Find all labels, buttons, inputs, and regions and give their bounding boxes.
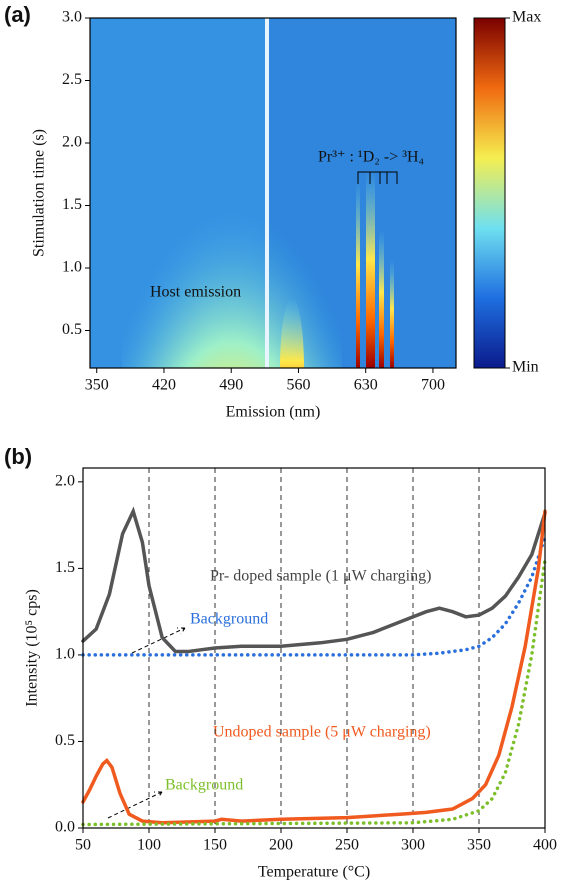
- series-line: [81, 535, 547, 657]
- y-tick-label: 1.0: [62, 259, 82, 276]
- annotation: Background: [165, 777, 243, 794]
- colorbar: [473, 17, 506, 369]
- arrow: [107, 791, 163, 819]
- plot-frame: [82, 467, 546, 829]
- colorbar-label: Max: [512, 9, 541, 26]
- x-tick-label: 700: [421, 377, 445, 394]
- annotation: Undoped sample (5 μW charging): [213, 724, 431, 741]
- x-tick-label: 250: [335, 837, 359, 854]
- colorbar-label: Min: [512, 359, 539, 376]
- y-tick-label: 0.0: [55, 819, 75, 836]
- x-tick-label: 630: [354, 377, 378, 394]
- x-tick-label: 350: [85, 377, 109, 394]
- series-line: [81, 509, 547, 825]
- y-tick-label: 1.5: [62, 196, 82, 213]
- x-tick-label: 200: [269, 837, 293, 854]
- y-tick-label: 1.5: [55, 559, 75, 576]
- x-tick-label: 400: [533, 837, 557, 854]
- x-axis-label: Temperature (°C): [258, 864, 370, 881]
- y-tick-label: 0.5: [62, 321, 82, 338]
- panel-label: (a): [4, 2, 31, 27]
- annotation: Pr- doped sample (1 μW charging): [210, 568, 431, 585]
- panel-label: (b): [4, 444, 32, 469]
- bracket: [357, 171, 398, 184]
- y-tick-label: 2.0: [62, 134, 82, 151]
- heatmap-image: [90, 18, 456, 368]
- series-line: [81, 506, 547, 654]
- series-line: [81, 557, 547, 827]
- x-tick-label: 490: [219, 377, 243, 394]
- x-tick-label: 560: [286, 377, 310, 394]
- arrow: [131, 627, 186, 654]
- x-tick-label: 150: [203, 837, 227, 854]
- plot-frame: [89, 17, 457, 369]
- y-axis-label: Stimulation time (s): [31, 129, 48, 257]
- x-tick-label: 50: [75, 837, 91, 854]
- y-tick-label: 3.0: [62, 9, 82, 26]
- y-tick-label: 0.5: [55, 732, 75, 749]
- y-tick-label: 2.5: [62, 71, 82, 88]
- y-tick-label: 1.0: [55, 646, 75, 663]
- annotation: Pr³⁺ : ¹D₂ -> ³H₄: [318, 149, 425, 166]
- y-tick-label: 2.0: [55, 473, 75, 490]
- annotation: Background: [190, 611, 268, 628]
- x-tick-label: 300: [401, 837, 425, 854]
- annotation: Host emission: [150, 284, 241, 301]
- y-axis-label: Intensity (10⁵ cps): [24, 589, 41, 707]
- x-axis-label: Emission (nm): [226, 404, 321, 421]
- x-tick-label: 420: [152, 377, 176, 394]
- x-tick-label: 100: [137, 837, 161, 854]
- x-tick-label: 350: [467, 837, 491, 854]
